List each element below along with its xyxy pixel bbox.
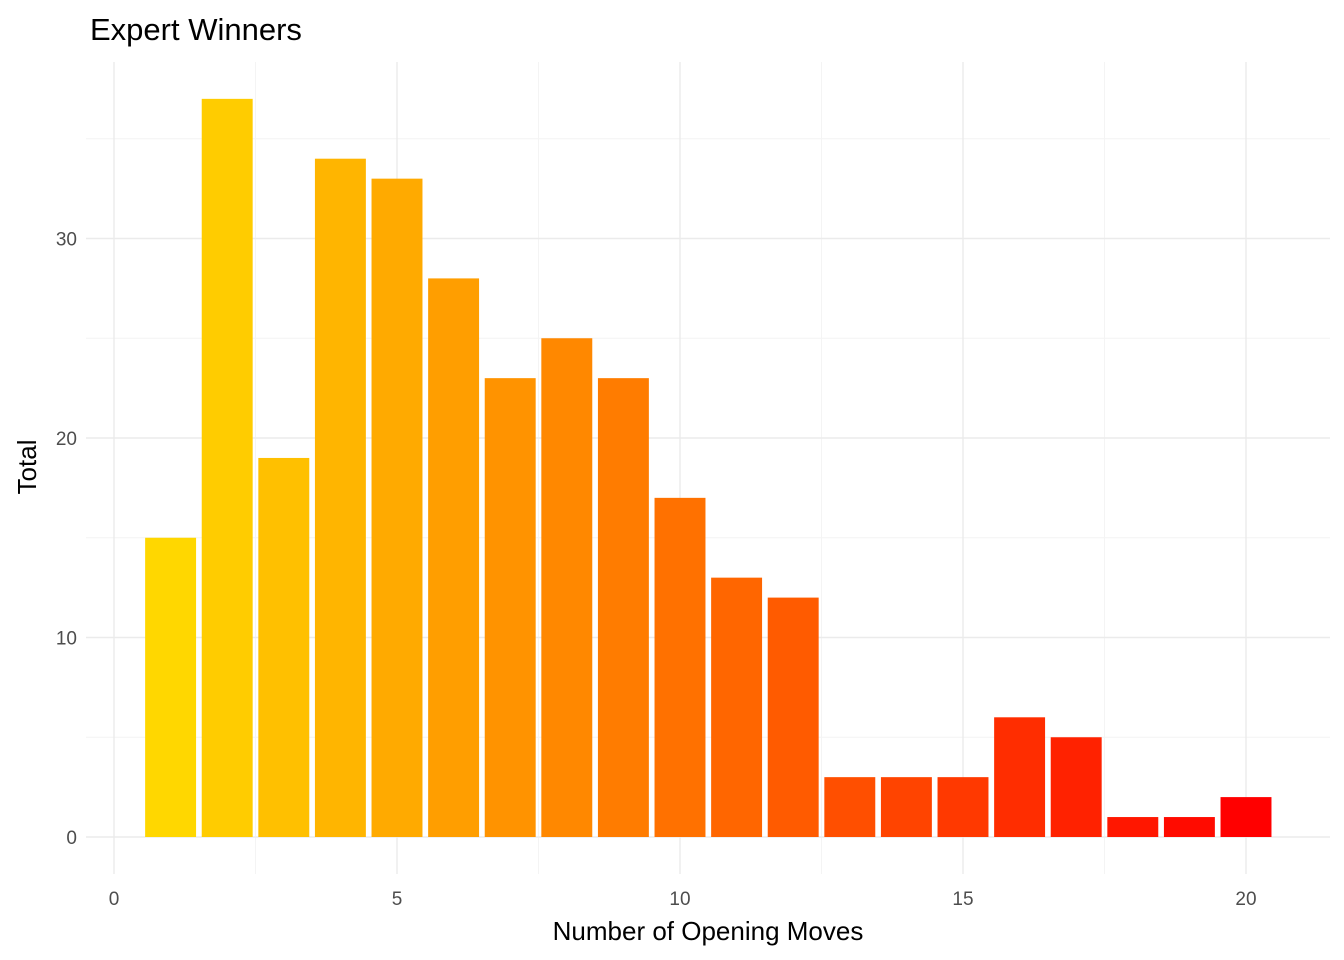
y-tick-label: 10	[56, 629, 77, 650]
bar-1	[145, 537, 197, 837]
x-tick-label: 5	[392, 889, 403, 910]
bar-12	[767, 597, 819, 837]
bar-3	[258, 457, 310, 837]
bar-15	[937, 777, 989, 837]
x-tick-label: 10	[669, 889, 690, 910]
bar-8	[541, 338, 593, 837]
bar-19	[1163, 817, 1215, 837]
y-tick-label: 20	[56, 429, 77, 450]
x-tick-label: 15	[952, 889, 973, 910]
bar-16	[994, 717, 1046, 837]
x-tick-label: 20	[1235, 889, 1256, 910]
chart-title: Expert Winners	[90, 12, 302, 47]
x-axis-title: Number of Opening Moves	[553, 916, 864, 946]
bars	[145, 98, 1272, 838]
bar-18	[1107, 817, 1159, 837]
bar-11	[711, 577, 763, 837]
y-tick-label: 0	[66, 828, 77, 849]
bar-6	[428, 278, 480, 837]
y-axis-ticks: 0 10 20 30	[56, 230, 77, 850]
bar-14	[880, 777, 932, 837]
bar-9	[597, 378, 649, 837]
bar-2	[201, 98, 253, 838]
bar-13	[824, 777, 876, 837]
x-axis-ticks: 0 5 10 15 20	[109, 889, 1257, 910]
bar-5	[371, 178, 423, 837]
x-tick-label: 0	[109, 889, 120, 910]
y-axis-title: Total	[12, 440, 42, 495]
bar-7	[484, 378, 536, 837]
y-tick-label: 30	[56, 230, 77, 251]
bar-4	[314, 158, 366, 837]
bar-20	[1220, 797, 1272, 837]
bar-17	[1050, 737, 1102, 837]
bar-10	[654, 497, 706, 837]
